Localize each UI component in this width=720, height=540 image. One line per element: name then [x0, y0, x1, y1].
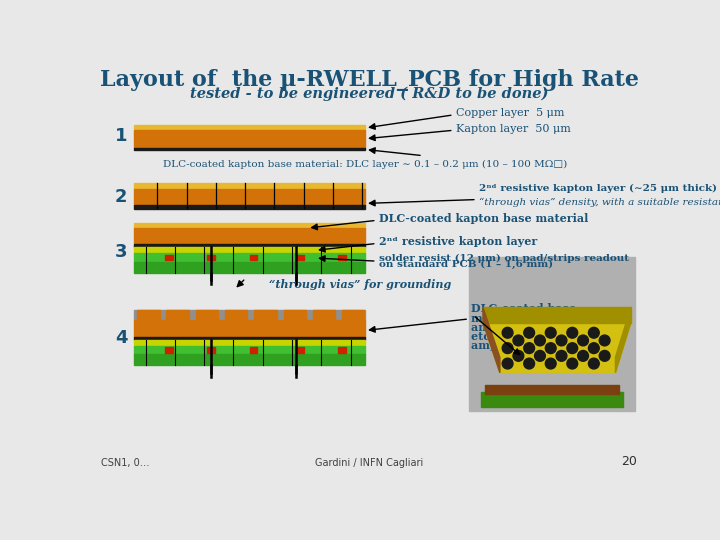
Circle shape — [577, 335, 588, 346]
Circle shape — [567, 343, 577, 354]
Bar — [250, 255, 257, 260]
Bar — [134, 222, 365, 228]
Circle shape — [567, 327, 577, 338]
Bar — [134, 244, 365, 247]
Circle shape — [545, 343, 556, 354]
Text: etching (the WELL: etching (the WELL — [472, 331, 589, 342]
Text: 3: 3 — [115, 243, 127, 261]
Bar — [134, 336, 365, 340]
Circle shape — [513, 350, 523, 361]
Bar — [134, 309, 365, 320]
Bar — [481, 392, 623, 408]
Text: Gardini / INFN Cagliari: Gardini / INFN Cagliari — [315, 458, 423, 468]
Circle shape — [588, 358, 599, 369]
Circle shape — [503, 327, 513, 338]
Text: Layout of  the μ-RWELL_PCB for High Rate: Layout of the μ-RWELL_PCB for High Rate — [99, 69, 639, 91]
Bar — [485, 385, 619, 394]
Text: 2: 2 — [115, 188, 127, 206]
Bar — [338, 347, 346, 353]
Bar — [134, 130, 365, 148]
Bar — [134, 148, 365, 150]
Bar — [165, 255, 173, 260]
Bar — [134, 354, 365, 365]
Bar — [296, 255, 304, 260]
Bar — [134, 253, 365, 262]
Text: material after copper: material after copper — [472, 313, 606, 324]
Bar — [312, 309, 335, 320]
Bar — [338, 255, 346, 260]
Circle shape — [577, 350, 588, 361]
Bar — [134, 346, 365, 354]
Bar — [134, 262, 365, 273]
Circle shape — [545, 358, 556, 369]
Circle shape — [567, 358, 577, 369]
Polygon shape — [483, 307, 500, 373]
Text: 2ⁿᵈ resistive kapton layer (∼25 μm thick) with 1/cm²: 2ⁿᵈ resistive kapton layer (∼25 μm thick… — [479, 184, 720, 193]
Text: solder resist (12 μm) on pad/strips readout: solder resist (12 μm) on pad/strips read… — [379, 254, 629, 264]
Bar — [207, 347, 215, 353]
Text: CSN1, 0…: CSN1, 0… — [101, 458, 150, 468]
Bar — [134, 320, 365, 336]
Text: “through vias” density, with a suitable resistance.: “through vias” density, with a suitable … — [479, 198, 720, 207]
Circle shape — [599, 350, 610, 361]
Circle shape — [556, 335, 567, 346]
Text: 4: 4 — [115, 329, 127, 347]
Bar — [134, 205, 365, 209]
Bar — [250, 347, 257, 353]
Text: DLC-coated base: DLC-coated base — [472, 303, 577, 314]
Circle shape — [534, 335, 545, 346]
Circle shape — [503, 358, 513, 369]
Text: 1: 1 — [115, 127, 127, 145]
Bar — [138, 309, 160, 320]
Text: amplification stage): amplification stage) — [472, 340, 598, 352]
Text: Copper layer  5 μm: Copper layer 5 μm — [456, 109, 564, 118]
Circle shape — [513, 335, 523, 346]
Bar — [166, 309, 189, 320]
Circle shape — [503, 343, 513, 354]
Text: 2ⁿᵈ resistive kapton layer: 2ⁿᵈ resistive kapton layer — [379, 237, 537, 247]
Bar — [225, 309, 248, 320]
Circle shape — [534, 350, 545, 361]
Polygon shape — [483, 307, 631, 323]
Bar — [196, 309, 218, 320]
Text: tested - to be engineered ( R&D to be done): tested - to be engineered ( R&D to be do… — [190, 86, 548, 101]
Text: Kapton layer  50 μm: Kapton layer 50 μm — [456, 124, 571, 134]
Circle shape — [545, 327, 556, 338]
Text: on standard PCB (1 – 1,6 mm): on standard PCB (1 – 1,6 mm) — [379, 260, 553, 269]
Bar — [134, 184, 365, 189]
Circle shape — [523, 343, 534, 354]
Bar — [284, 309, 306, 320]
Bar — [342, 309, 364, 320]
Circle shape — [556, 350, 567, 361]
Bar — [134, 247, 365, 253]
Bar — [134, 340, 365, 346]
Polygon shape — [483, 323, 631, 373]
Bar — [134, 125, 365, 130]
Text: and kapton chemical: and kapton chemical — [472, 322, 603, 333]
Text: DLC-coated kapton base material: DLC-coated kapton base material — [379, 213, 588, 224]
Bar — [165, 347, 173, 353]
Circle shape — [588, 327, 599, 338]
Circle shape — [523, 327, 534, 338]
Bar — [134, 189, 365, 205]
Text: 20: 20 — [621, 455, 637, 468]
Circle shape — [588, 343, 599, 354]
Bar — [134, 228, 365, 244]
Bar — [469, 257, 634, 411]
Bar — [296, 347, 304, 353]
Bar — [254, 309, 276, 320]
Circle shape — [599, 335, 610, 346]
Polygon shape — [616, 307, 631, 373]
Bar — [207, 255, 215, 260]
Circle shape — [523, 358, 534, 369]
Text: DLC-coated kapton base material: DLC layer ∼ 0.1 – 0.2 μm (10 – 100 MΩ□): DLC-coated kapton base material: DLC lay… — [163, 159, 567, 168]
Text: “through vias” for grounding: “through vias” for grounding — [269, 279, 451, 290]
